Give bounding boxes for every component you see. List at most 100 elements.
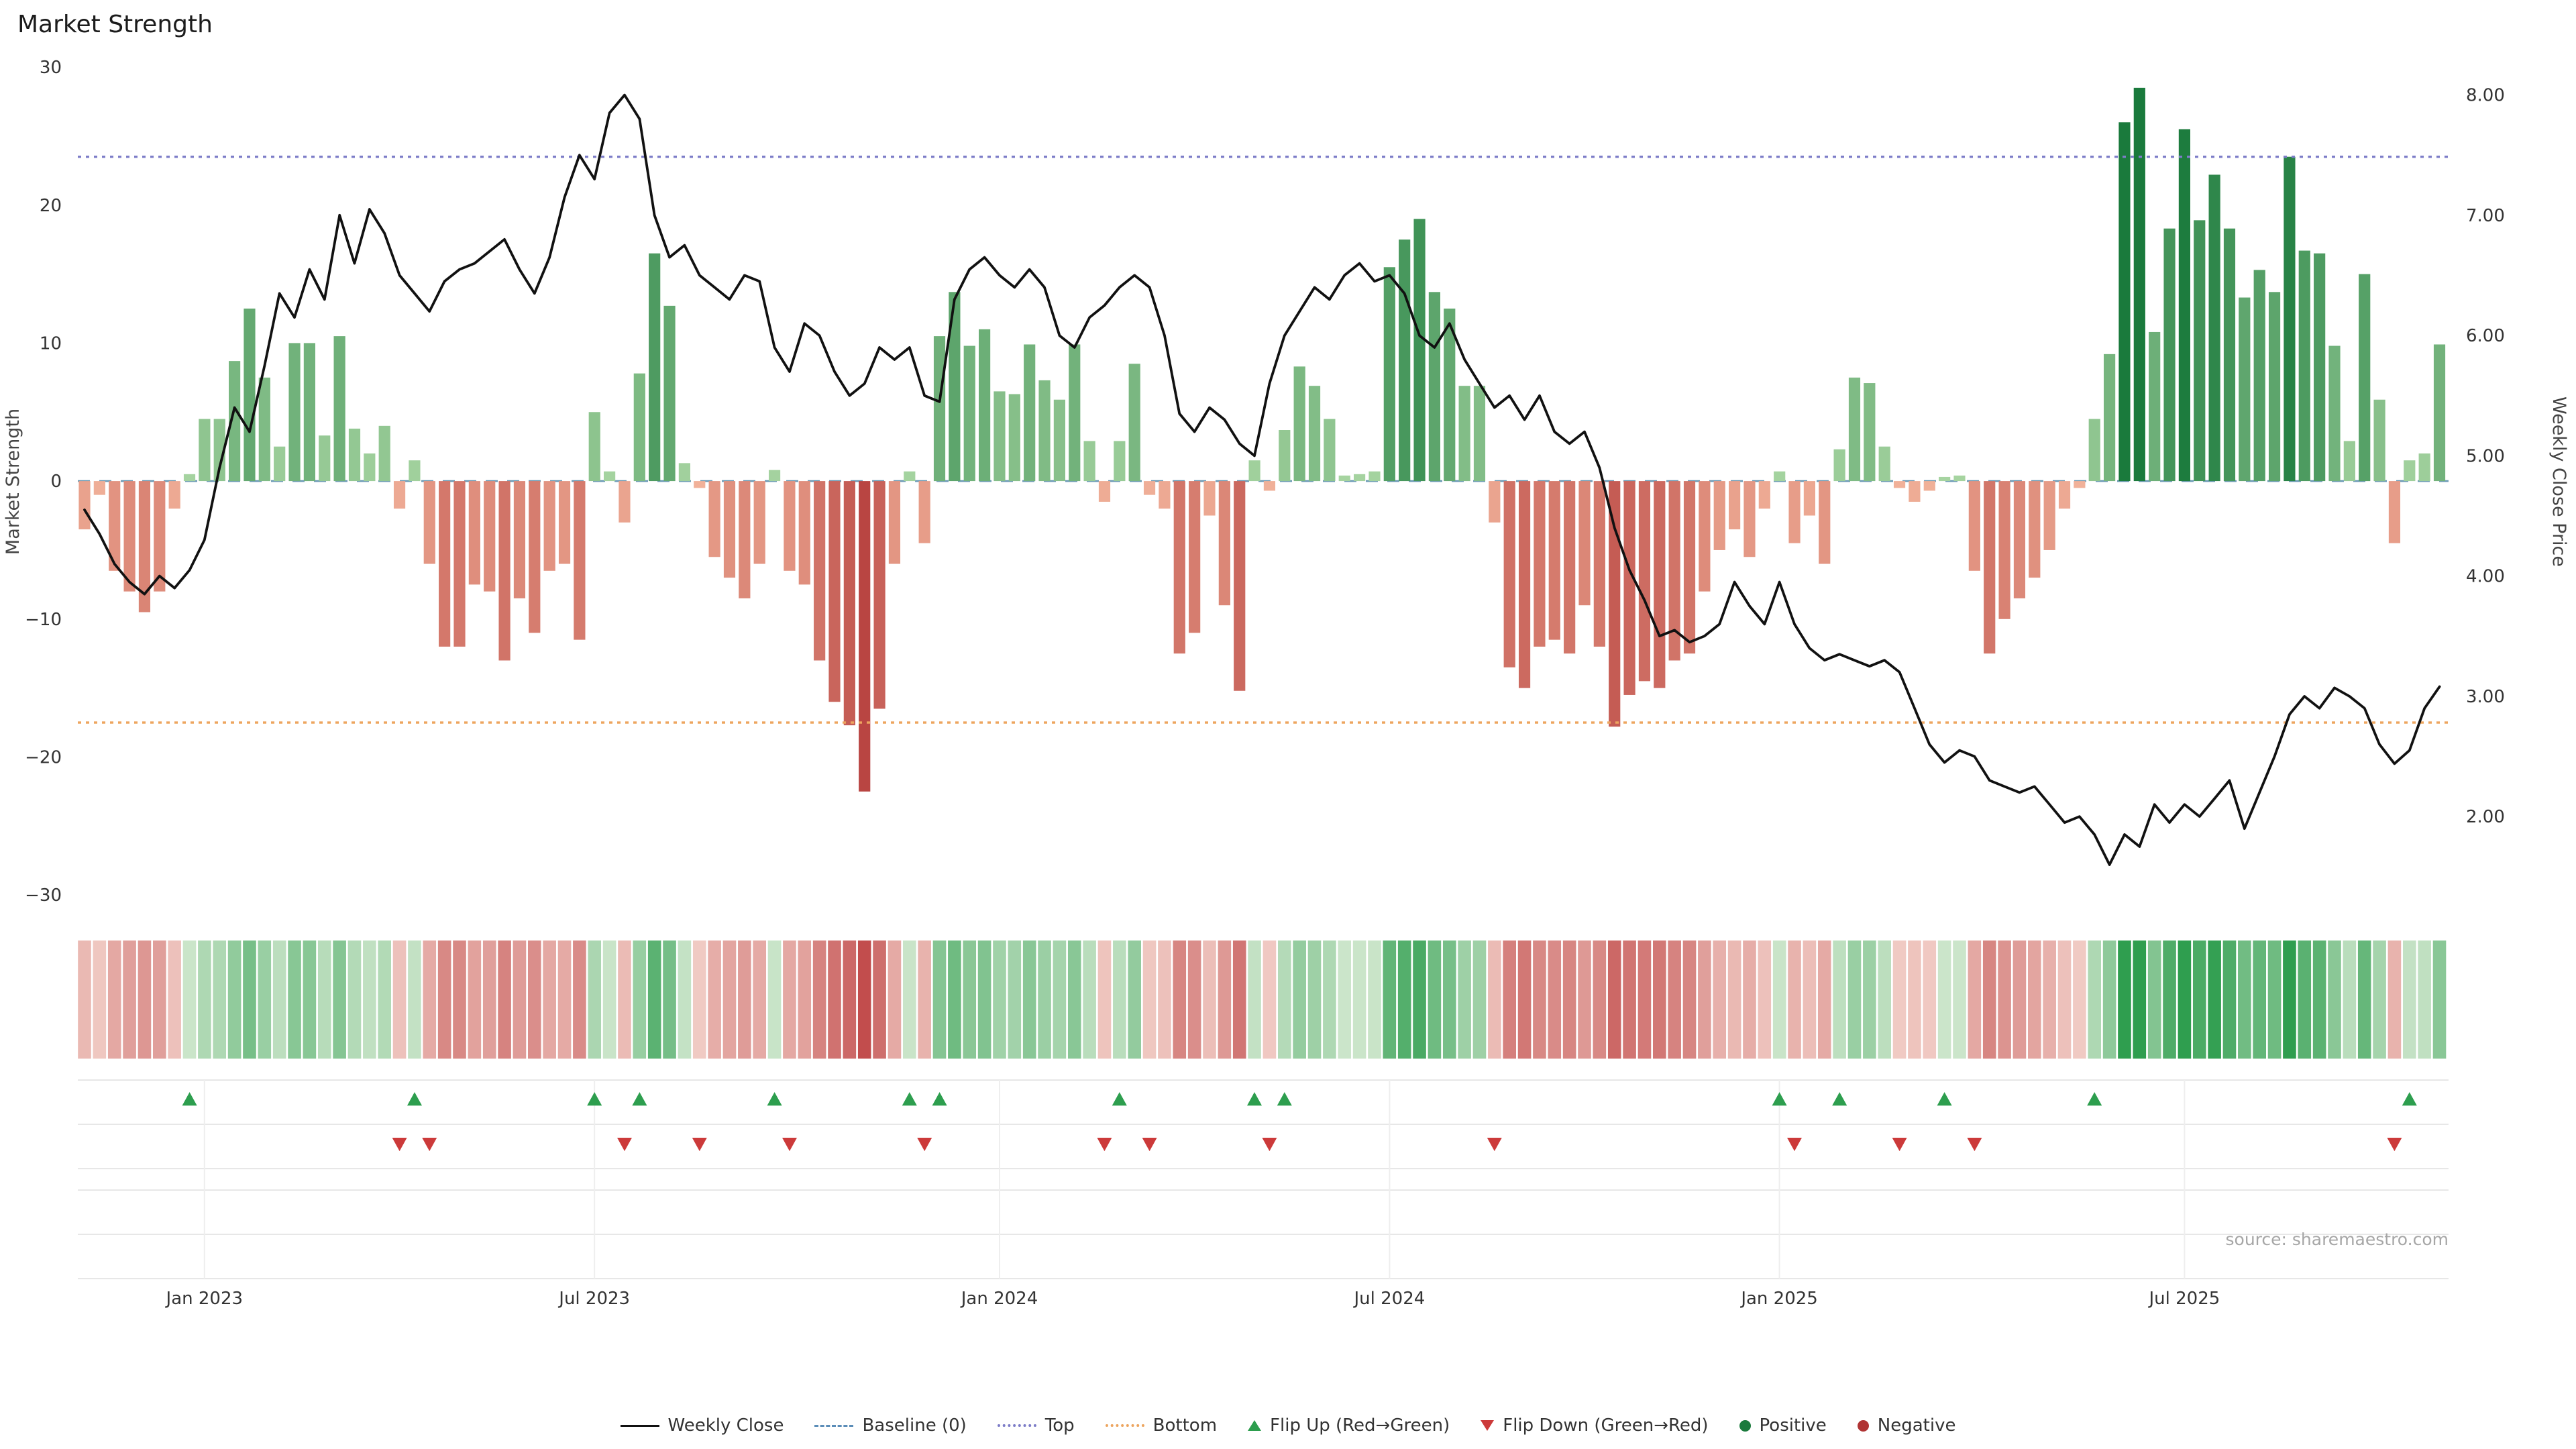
strength-bar — [828, 481, 841, 702]
strength-bar — [633, 373, 645, 482]
heatmap-cell — [1682, 941, 1697, 1059]
strength-bar — [1878, 446, 1890, 482]
strength-bar — [739, 481, 751, 598]
heatmap-cell — [1743, 941, 1756, 1059]
heatmap-cell — [1352, 941, 1366, 1059]
heatmap-strip — [78, 941, 2447, 1059]
flip-down-marker — [2387, 1138, 2402, 1151]
heatmap-cell — [2147, 941, 2161, 1059]
weekly-close-line — [83, 93, 2441, 866]
heatmap-cell — [1623, 941, 1636, 1059]
heatmap-cell — [647, 941, 661, 1059]
strength-bar — [1518, 481, 1531, 688]
heatmap-cell — [1668, 941, 1681, 1059]
heatmap-cell — [1442, 941, 1456, 1059]
heatmap-cell — [2208, 941, 2221, 1059]
flip-up-markers — [182, 1092, 2417, 1106]
heatmap-cell — [2253, 941, 2266, 1059]
strength-bar — [1833, 449, 1845, 482]
flip-down-marker — [1487, 1138, 1502, 1151]
heatmap-cell — [303, 941, 317, 1059]
left-axis-title: Market Strength — [3, 409, 23, 555]
strength-bar — [543, 481, 555, 571]
heatmap-cell — [843, 941, 857, 1059]
heatmap-cell — [903, 941, 916, 1059]
bars-group — [78, 87, 2446, 792]
heatmap-cell — [2432, 941, 2447, 1059]
right-axis-tick-label: 4.00 — [2466, 567, 2505, 587]
chart-legend: Weekly Close Baseline (0) Top Bottom Flip Up… — [0, 1415, 2576, 1436]
heatmap-cell — [227, 941, 241, 1059]
strength-bar — [2314, 253, 2326, 482]
strength-bar — [1968, 481, 1980, 571]
flip-down-marker — [1967, 1138, 1982, 1151]
strength-bar — [2104, 354, 2116, 482]
heatmap-cell — [482, 941, 496, 1059]
strength-bar — [1939, 476, 1951, 482]
legend-label: Baseline (0) — [862, 1415, 967, 1436]
heatmap-cell — [1203, 941, 1216, 1059]
strength-bar — [1774, 471, 1786, 482]
flip-down-marker — [1787, 1138, 1802, 1151]
strength-bar — [513, 481, 526, 598]
strength-bar — [348, 428, 361, 482]
strength-bar — [814, 481, 826, 661]
strength-bar — [1803, 481, 1815, 516]
strength-bar — [1548, 481, 1560, 640]
heatmap-cell — [783, 941, 796, 1059]
strength-bar — [2194, 220, 2206, 482]
heatmap-cell — [543, 941, 556, 1059]
legend-item-flip-up-red-green: Flip Up (Red→Green) — [1248, 1415, 1450, 1436]
flip-down-marker — [617, 1138, 632, 1151]
strength-bar — [2043, 481, 2055, 550]
strength-bar — [2178, 129, 2190, 482]
heatmap-cell — [1863, 941, 1876, 1059]
heatmap-cell — [1908, 941, 1921, 1059]
flip-up-marker — [182, 1092, 197, 1106]
heatmap-cell — [2057, 941, 2072, 1059]
heatmap-cell — [2192, 941, 2206, 1059]
strength-bar — [244, 308, 256, 482]
strength-bar — [1399, 239, 1411, 482]
heatmap-cell — [1383, 941, 1397, 1059]
strength-bar — [1218, 481, 1230, 606]
heatmap-cell — [1998, 941, 2011, 1059]
heatmap-cell — [1142, 941, 1157, 1059]
heatmap-cell — [78, 941, 91, 1059]
heatmap-cell — [243, 941, 256, 1059]
strength-bar — [1293, 366, 1305, 482]
legend-item-bottom: Bottom — [1105, 1415, 1217, 1436]
heatmap-cell — [722, 941, 737, 1059]
legend-item-negative: Negative — [1857, 1415, 1955, 1436]
heatmap-cell — [2043, 941, 2056, 1059]
strength-bar — [1038, 380, 1051, 482]
strength-bar — [1053, 399, 1065, 482]
strength-bar — [1503, 481, 1515, 667]
right-axis-tick-label: 6.00 — [2466, 326, 2505, 346]
strength-bar — [1069, 344, 1081, 482]
legend-item-positive: Positive — [1739, 1415, 1827, 1436]
flip-down-markers — [392, 1138, 2402, 1151]
heatmap-cell — [753, 941, 766, 1059]
strength-bar — [319, 435, 331, 482]
heatmap-cell — [1293, 941, 1306, 1059]
legend-label: Weekly Close — [667, 1415, 784, 1436]
heatmap-cell — [692, 941, 706, 1059]
heatmap-cell — [1187, 941, 1201, 1059]
heatmap-cell — [1953, 941, 1966, 1059]
strength-bar — [2029, 481, 2041, 578]
heatmap-cell — [1428, 941, 1442, 1059]
strength-bar — [1893, 481, 1906, 488]
strength-bar — [1654, 481, 1666, 688]
right-axis-tick-label: 5.00 — [2466, 446, 2505, 466]
heatmap-cell — [1263, 941, 1277, 1059]
heatmap-cell — [1607, 941, 1621, 1059]
heatmap-cell — [1833, 941, 1846, 1059]
strength-bar — [918, 481, 930, 543]
heatmap-cell — [1008, 941, 1022, 1059]
heatmap-cell — [602, 941, 616, 1059]
strength-bar — [123, 481, 136, 592]
heatmap-cell — [1847, 941, 1862, 1059]
legend-item-flip-down-green-red: Flip Down (Green→Red) — [1481, 1415, 1709, 1436]
legend-glyph-circle — [1857, 1419, 1869, 1432]
